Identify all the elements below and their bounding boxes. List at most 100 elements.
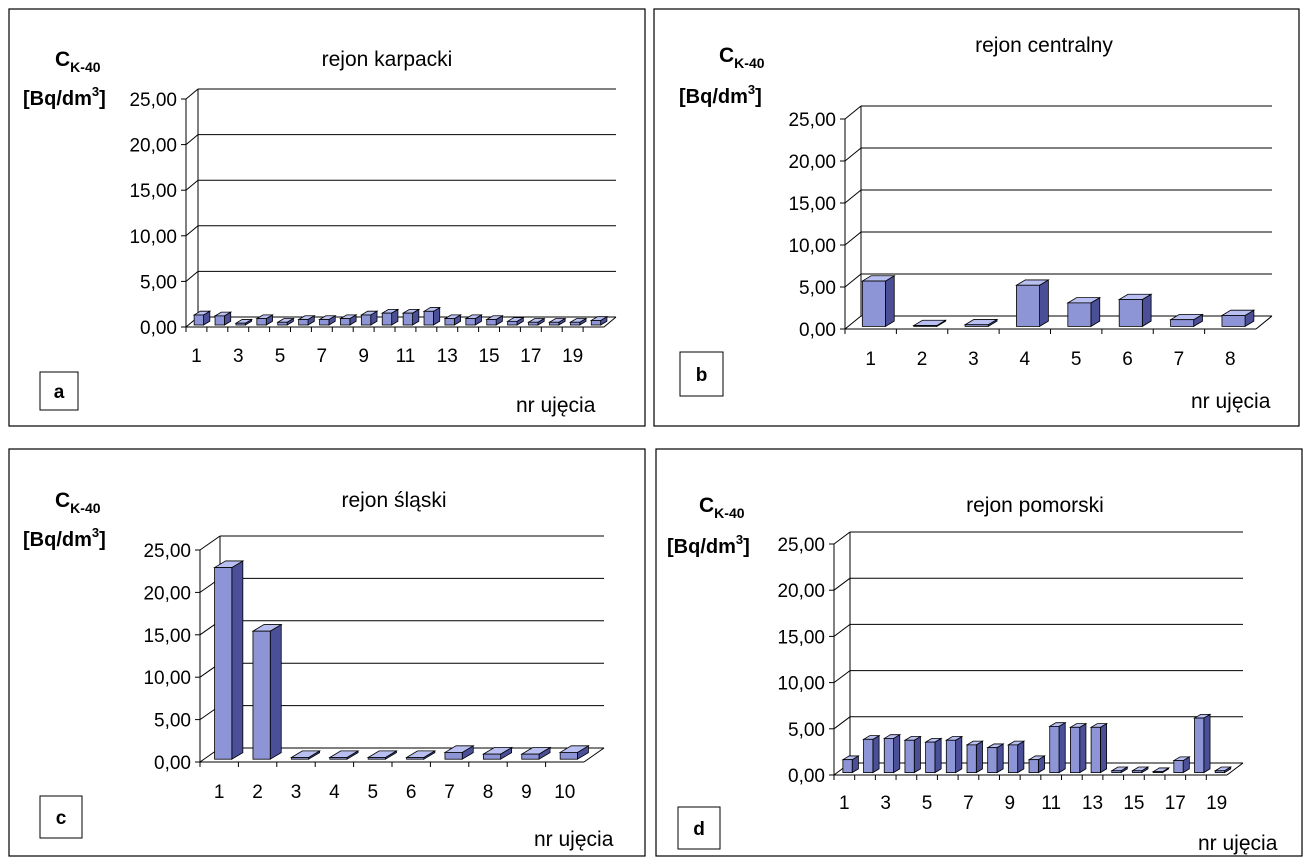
y-tick-label: 25,00	[143, 541, 191, 562]
bar-front	[252, 630, 271, 760]
bar-side	[996, 743, 1004, 774]
panel-tag-box	[39, 371, 79, 411]
bar-side	[893, 733, 901, 774]
y-tick-label: 10,00	[129, 227, 177, 248]
y-tick-label: 25,00	[788, 110, 836, 131]
bar-4	[1015, 279, 1050, 328]
bar-5	[924, 737, 943, 774]
panel-tag-box	[679, 351, 724, 397]
bar-front	[256, 318, 267, 326]
y-tick-label: 10,00	[788, 236, 836, 257]
x-tick-label: 5	[368, 782, 379, 803]
x-tick-label: 19	[1206, 793, 1227, 814]
gridline-side	[844, 315, 862, 330]
bar-18	[1193, 713, 1212, 774]
bar-3	[289, 750, 322, 760]
x-tick-label: 3	[233, 346, 244, 367]
x-tick-label: 4	[1020, 349, 1031, 370]
chart-panel-c: 0,00 5,00 10,00 15,00 20,00 25,00 1 2 3 4 5 6 7 8 9 10 r…	[8, 448, 646, 857]
gridline-side	[199, 535, 221, 551]
x-tick-label: 17	[1165, 793, 1186, 814]
bar-17	[1172, 756, 1191, 774]
gridline-side	[185, 88, 199, 100]
y-axis-label: CK-40	[699, 494, 745, 521]
bar-side	[1079, 722, 1087, 774]
y-tick-label: 20,00	[143, 583, 191, 604]
bar-13	[443, 314, 463, 326]
bar-11	[401, 308, 421, 326]
y-tick-label: 0,00	[788, 766, 825, 787]
y-tick-label: 10,00	[777, 674, 825, 695]
bar-8	[986, 743, 1005, 774]
bar-front	[381, 312, 393, 326]
bar-front	[482, 753, 502, 760]
bar-front	[360, 314, 372, 326]
bar-front	[1007, 744, 1019, 774]
bar-side	[269, 623, 282, 760]
bar-17	[527, 317, 546, 326]
gridline-side	[185, 179, 199, 191]
y-axis-label: CK-40	[55, 489, 101, 516]
gridline-side	[185, 134, 199, 145]
bar-side	[975, 740, 983, 774]
bar-side	[1058, 721, 1066, 774]
x-tick-label: 15	[478, 346, 499, 367]
x-tick-label: 7	[444, 782, 455, 803]
bar-front	[521, 753, 540, 760]
y-axis-unit: [Bq/dm3]	[667, 532, 750, 558]
panel-tag-label: b	[696, 365, 708, 386]
gridline-side	[833, 624, 851, 637]
bar-front	[193, 314, 204, 326]
x-tick-label: 1	[191, 346, 202, 367]
bar-front	[1067, 302, 1092, 327]
x-tick-label: 11	[1041, 793, 1061, 814]
bar-front	[945, 739, 957, 774]
y-tick-label: 20,00	[129, 136, 177, 157]
bar-3	[963, 318, 999, 328]
bar-front	[1016, 284, 1040, 327]
bar-19	[568, 317, 588, 326]
bar-front	[1214, 770, 1225, 774]
bar-7	[318, 315, 337, 326]
y-tick-label: 15,00	[143, 626, 191, 647]
bar-20	[589, 315, 609, 326]
x-tick-label: 3	[291, 782, 302, 803]
bar-front	[925, 741, 936, 773]
bar-front	[329, 757, 348, 760]
gridline-side	[844, 231, 862, 246]
bar-front	[590, 320, 602, 326]
chart-title: rejon pomorski	[966, 494, 1104, 517]
bar-side	[872, 734, 880, 774]
y-tick-label: 0,00	[154, 753, 191, 774]
x-tick-label: 15	[1123, 793, 1144, 814]
bar-2	[213, 311, 233, 326]
bar-3	[882, 733, 902, 774]
x-tick-label: 8	[1225, 349, 1236, 370]
bar-front	[486, 319, 497, 326]
y-tick-label: 15,00	[788, 194, 836, 215]
x-tick-label: 1	[214, 782, 225, 803]
gridline-side	[844, 273, 862, 288]
bar-10	[1027, 755, 1047, 774]
bar-front	[277, 321, 288, 326]
bar-front	[1049, 726, 1060, 774]
bar-front	[298, 319, 309, 326]
x-tick-label: 7	[963, 793, 974, 814]
bar-6	[944, 735, 964, 774]
bar-2	[862, 734, 881, 774]
bar-front	[1173, 760, 1184, 774]
bar-front	[1090, 726, 1101, 773]
bar-side	[1039, 279, 1049, 328]
y-tick-label: 25,00	[777, 535, 825, 556]
x-tick-label: 1	[865, 349, 876, 370]
gridline-side	[185, 271, 199, 282]
panel-frame	[8, 448, 646, 857]
x-tick-label: 5	[1071, 349, 1082, 370]
panel-tag-label: a	[54, 382, 65, 403]
x-tick-label: 10	[554, 782, 575, 803]
bar-4	[328, 750, 360, 760]
bar-front	[319, 319, 330, 326]
x-tick-label: 19	[562, 346, 583, 367]
x-axis-label: nr ujęcia	[534, 828, 614, 851]
bar-front	[1028, 759, 1039, 774]
